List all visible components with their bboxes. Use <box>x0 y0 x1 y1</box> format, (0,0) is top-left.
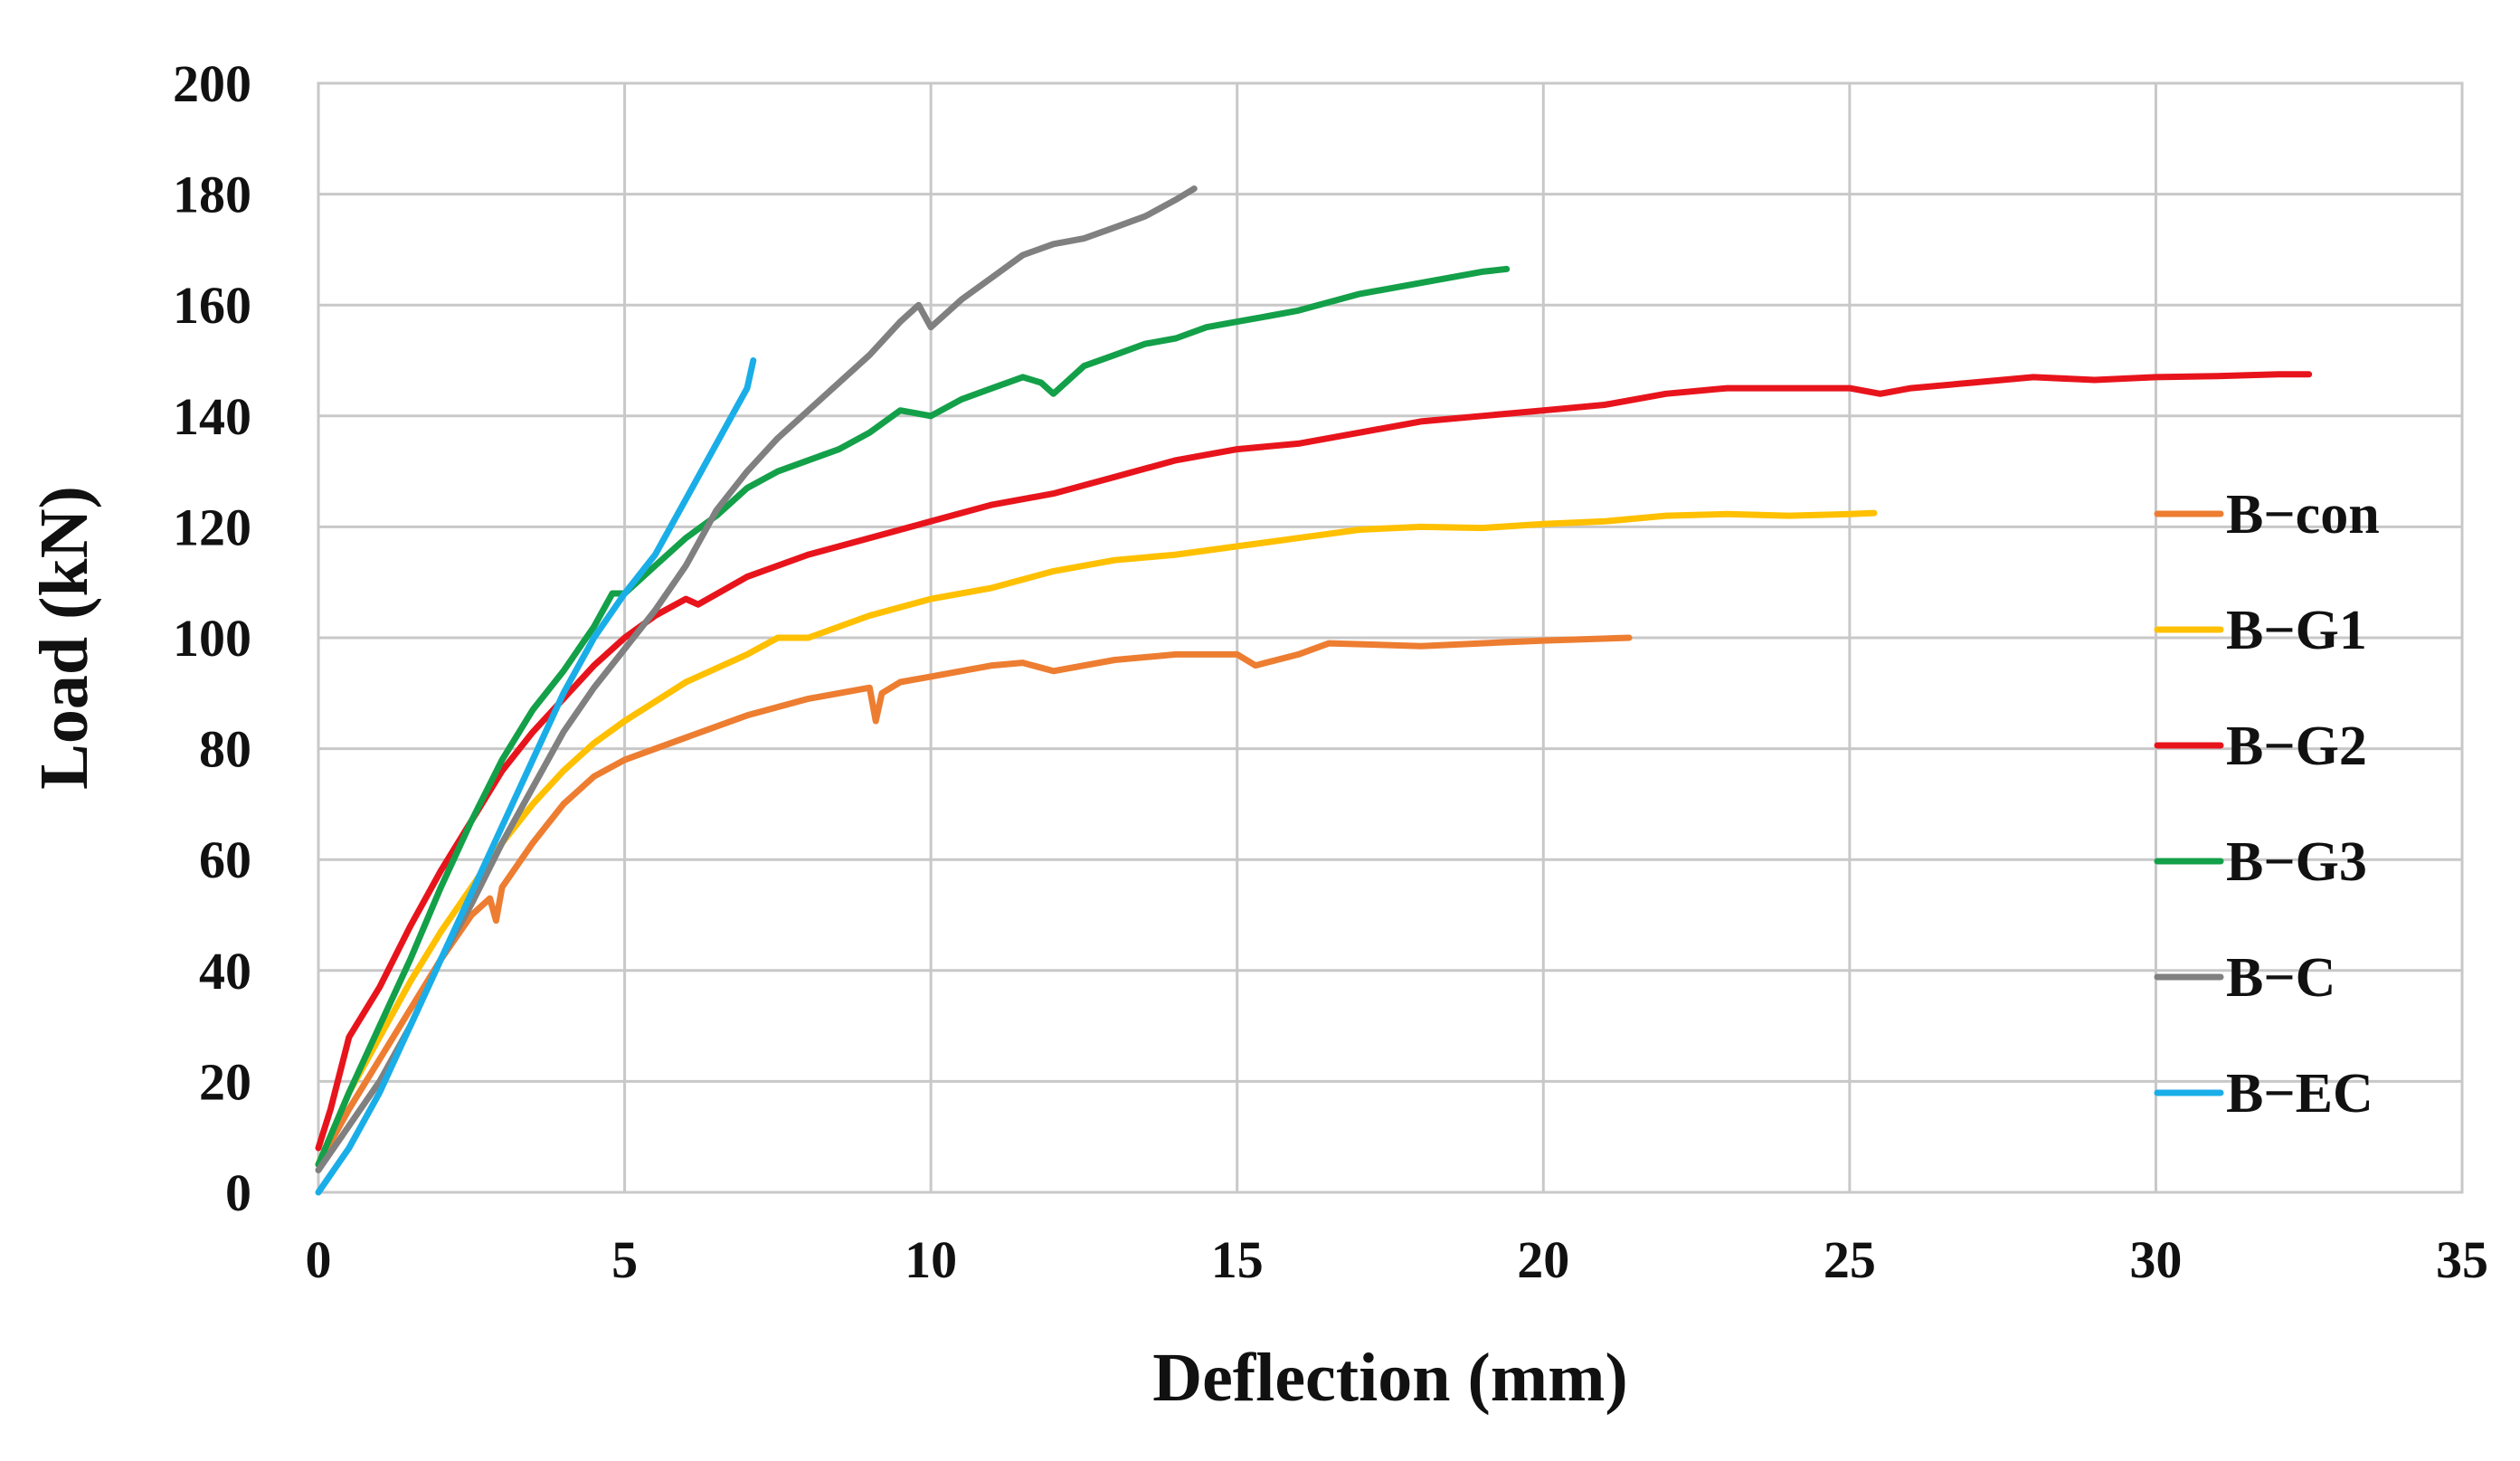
y-tick-label: 180 <box>173 166 251 224</box>
x-tick-label: 15 <box>1211 1230 1264 1289</box>
x-tick-label: 30 <box>2129 1230 2182 1289</box>
series-line <box>315 185 1198 1173</box>
y-tick-label: 140 <box>173 387 251 446</box>
y-tick-label: 100 <box>173 609 251 668</box>
x-tick-label: 0 <box>306 1230 332 1289</box>
legend-label: B−con <box>2226 484 2380 546</box>
x-axis-title: Deflection (mm) <box>1152 1340 1627 1416</box>
y-axis-title: Load (kN) <box>26 486 102 790</box>
y-tick-label: 200 <box>173 54 251 113</box>
series-line <box>315 634 1633 1168</box>
x-tick-label: 25 <box>1824 1230 1876 1289</box>
y-tick-label: 20 <box>199 1052 251 1111</box>
legend-label: B−G2 <box>2226 716 2367 777</box>
x-tick-label: 10 <box>905 1230 957 1289</box>
series-line <box>315 357 757 1196</box>
x-tick-label: 35 <box>2436 1230 2488 1289</box>
series-line <box>315 509 1878 1168</box>
legend-item: B−con <box>2154 484 2380 546</box>
y-tick-label: 40 <box>199 942 251 1001</box>
x-tick-label: 20 <box>1517 1230 1569 1289</box>
legend-item: B−G3 <box>2154 831 2367 893</box>
plot-frame <box>317 81 2464 1194</box>
y-tick-label: 60 <box>199 830 251 889</box>
series-line <box>315 265 1511 1168</box>
legend-item: B−C <box>2154 947 2335 1009</box>
legend-item: B−EC <box>2154 1063 2373 1124</box>
grid <box>317 81 2464 1194</box>
y-tick-label: 120 <box>173 498 251 556</box>
y-tick-label: 80 <box>199 720 251 779</box>
x-tick-label: 5 <box>611 1230 638 1289</box>
legend-item: B−G1 <box>2154 600 2367 661</box>
y-tick-label: 0 <box>225 1163 251 1222</box>
legend-label: B−C <box>2226 947 2335 1009</box>
y-tick-label: 160 <box>173 276 251 335</box>
series-lines <box>315 185 2313 1196</box>
series-line <box>315 371 2313 1152</box>
tick-labels: 0 20 40 60 80 100 120 140 160 180 200 0 5 10 15 20 25 30 3… <box>173 54 2488 1289</box>
legend-label: B−G1 <box>2226 600 2367 661</box>
legend-item: B−G2 <box>2154 716 2367 777</box>
legend-label: B−EC <box>2226 1063 2373 1124</box>
legend: B−con B−G1 B−G2 B−G3 B−C B−EC <box>2154 484 2380 1124</box>
legend-label: B−G3 <box>2226 831 2367 893</box>
